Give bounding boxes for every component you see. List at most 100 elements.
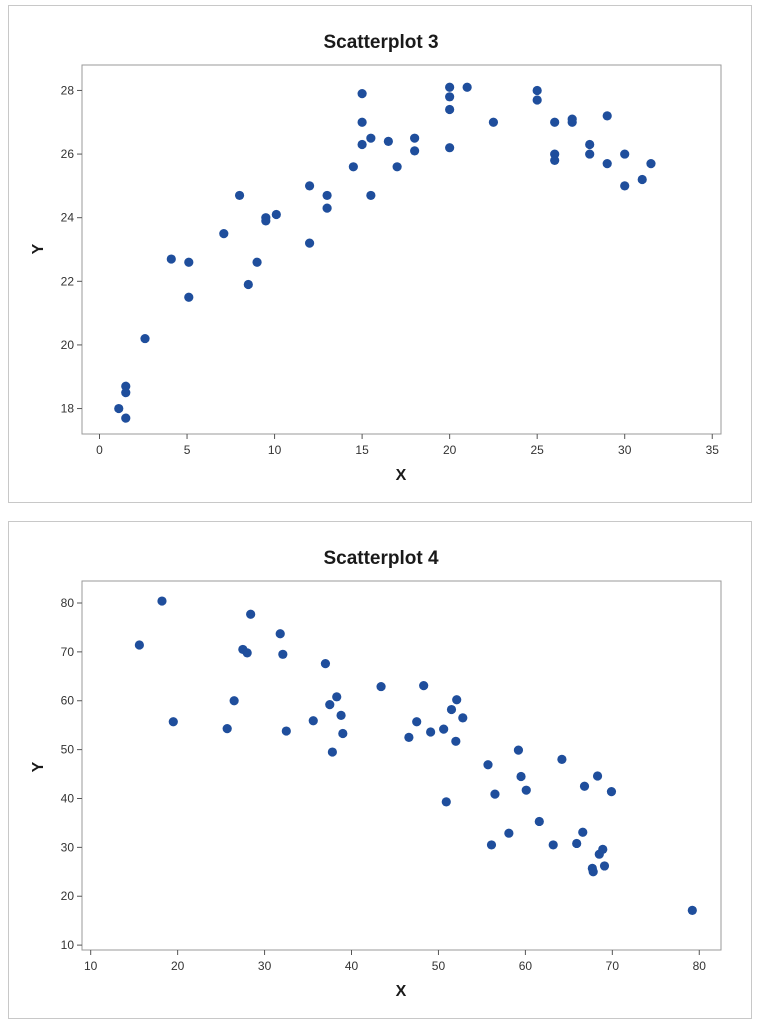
y-axis: 18 20 22 24 26 28 bbox=[61, 83, 82, 416]
data-point bbox=[184, 292, 194, 302]
x-tick-label: 10 bbox=[84, 959, 98, 973]
data-point bbox=[114, 403, 124, 414]
data-point bbox=[271, 209, 281, 220]
x-tick-label: 50 bbox=[432, 959, 446, 973]
x-tick-label: 0 bbox=[96, 443, 103, 457]
data-point bbox=[579, 781, 590, 791]
data-point bbox=[275, 629, 285, 639]
data-point bbox=[246, 609, 256, 619]
x-axis: 10 20 30 40 50 60 70 80 bbox=[84, 950, 706, 973]
x-tick-label: 15 bbox=[355, 443, 369, 457]
data-point bbox=[410, 146, 420, 156]
data-point bbox=[462, 82, 472, 92]
data-point bbox=[357, 117, 367, 127]
data-point bbox=[516, 771, 526, 782]
data-point bbox=[445, 92, 455, 102]
data-point bbox=[357, 139, 367, 150]
y-tick-label: 40 bbox=[61, 791, 75, 805]
data-point bbox=[687, 905, 697, 916]
data-point bbox=[322, 190, 332, 201]
y-tick-label: 20 bbox=[61, 889, 75, 903]
x-tick-label: 5 bbox=[184, 443, 191, 457]
data-point bbox=[578, 827, 588, 837]
data-point bbox=[441, 797, 451, 807]
data-point bbox=[348, 162, 358, 172]
y-tick-label: 24 bbox=[61, 211, 75, 225]
data-point bbox=[483, 760, 493, 770]
y-tick-label: 30 bbox=[61, 840, 75, 854]
data-point bbox=[602, 159, 612, 169]
data-point bbox=[532, 95, 542, 105]
data-point bbox=[620, 181, 630, 191]
y-axis: 10 20 30 40 50 60 70 80 bbox=[61, 596, 82, 952]
data-point bbox=[322, 203, 332, 213]
data-point bbox=[325, 700, 335, 710]
data-point bbox=[336, 710, 346, 721]
data-points bbox=[114, 82, 656, 423]
scatterplot-4-chart: Scatterplot 4 10 20 30 40 50 60 70 80 10 20 30 40 5… bbox=[30, 548, 722, 1000]
data-point bbox=[602, 111, 612, 121]
data-point bbox=[392, 162, 402, 172]
data-point bbox=[376, 681, 386, 692]
data-point bbox=[439, 724, 449, 734]
data-point bbox=[445, 104, 455, 115]
data-point bbox=[332, 692, 342, 702]
x-tick-label: 25 bbox=[530, 443, 544, 457]
chart-title: Scatterplot 3 bbox=[323, 32, 438, 53]
data-point bbox=[452, 695, 462, 705]
data-point bbox=[121, 388, 131, 398]
data-point bbox=[548, 840, 558, 850]
data-point bbox=[327, 747, 337, 757]
data-point bbox=[606, 787, 617, 797]
data-point bbox=[445, 82, 455, 92]
data-point bbox=[157, 596, 167, 606]
data-point bbox=[585, 139, 595, 150]
data-point bbox=[121, 381, 131, 391]
x-tick-label: 40 bbox=[345, 959, 359, 973]
y-tick-label: 18 bbox=[61, 402, 75, 416]
data-point bbox=[588, 867, 598, 877]
data-point bbox=[488, 117, 499, 127]
data-point bbox=[550, 117, 560, 127]
data-point bbox=[620, 149, 630, 159]
data-point bbox=[426, 727, 436, 737]
data-point bbox=[168, 717, 178, 727]
x-tick-label: 80 bbox=[693, 959, 707, 973]
data-point bbox=[252, 257, 262, 267]
scatterplot-4-panel: Scatterplot 4 10 20 30 40 50 60 70 80 10 20 30 40 5… bbox=[8, 521, 752, 1019]
x-tick-label: 20 bbox=[443, 443, 457, 457]
data-point bbox=[121, 413, 131, 423]
data-point bbox=[637, 174, 647, 185]
data-point bbox=[229, 696, 239, 706]
data-point bbox=[412, 717, 422, 727]
y-tick-label: 20 bbox=[61, 338, 75, 352]
x-axis-label: X bbox=[396, 467, 407, 484]
data-point bbox=[646, 159, 656, 169]
data-point bbox=[184, 257, 194, 267]
x-tick-label: 70 bbox=[606, 959, 620, 973]
scatterplot-3-panel: Scatterplot 3 0 5 10 15 20 25 30 35 18 20 22 24 26 2… bbox=[8, 5, 752, 503]
y-tick-label: 10 bbox=[61, 938, 75, 952]
data-point bbox=[338, 728, 348, 739]
x-tick-label: 30 bbox=[618, 443, 632, 457]
plot-area bbox=[81, 64, 722, 435]
data-point bbox=[486, 840, 497, 850]
data-point bbox=[222, 724, 232, 734]
y-tick-label: 50 bbox=[61, 743, 75, 757]
y-tick-label: 70 bbox=[61, 645, 75, 659]
data-point bbox=[308, 716, 318, 726]
x-tick-label: 20 bbox=[171, 959, 185, 973]
data-point bbox=[357, 89, 367, 99]
data-point bbox=[445, 143, 455, 153]
data-points bbox=[134, 596, 697, 916]
data-point bbox=[320, 658, 331, 669]
data-point bbox=[242, 648, 252, 658]
data-point bbox=[410, 133, 420, 143]
data-point bbox=[166, 254, 176, 264]
data-point bbox=[599, 861, 610, 871]
y-tick-label: 60 bbox=[61, 694, 75, 708]
data-point bbox=[532, 85, 542, 96]
data-point bbox=[598, 844, 608, 854]
data-point bbox=[534, 816, 544, 827]
data-point bbox=[234, 190, 245, 201]
